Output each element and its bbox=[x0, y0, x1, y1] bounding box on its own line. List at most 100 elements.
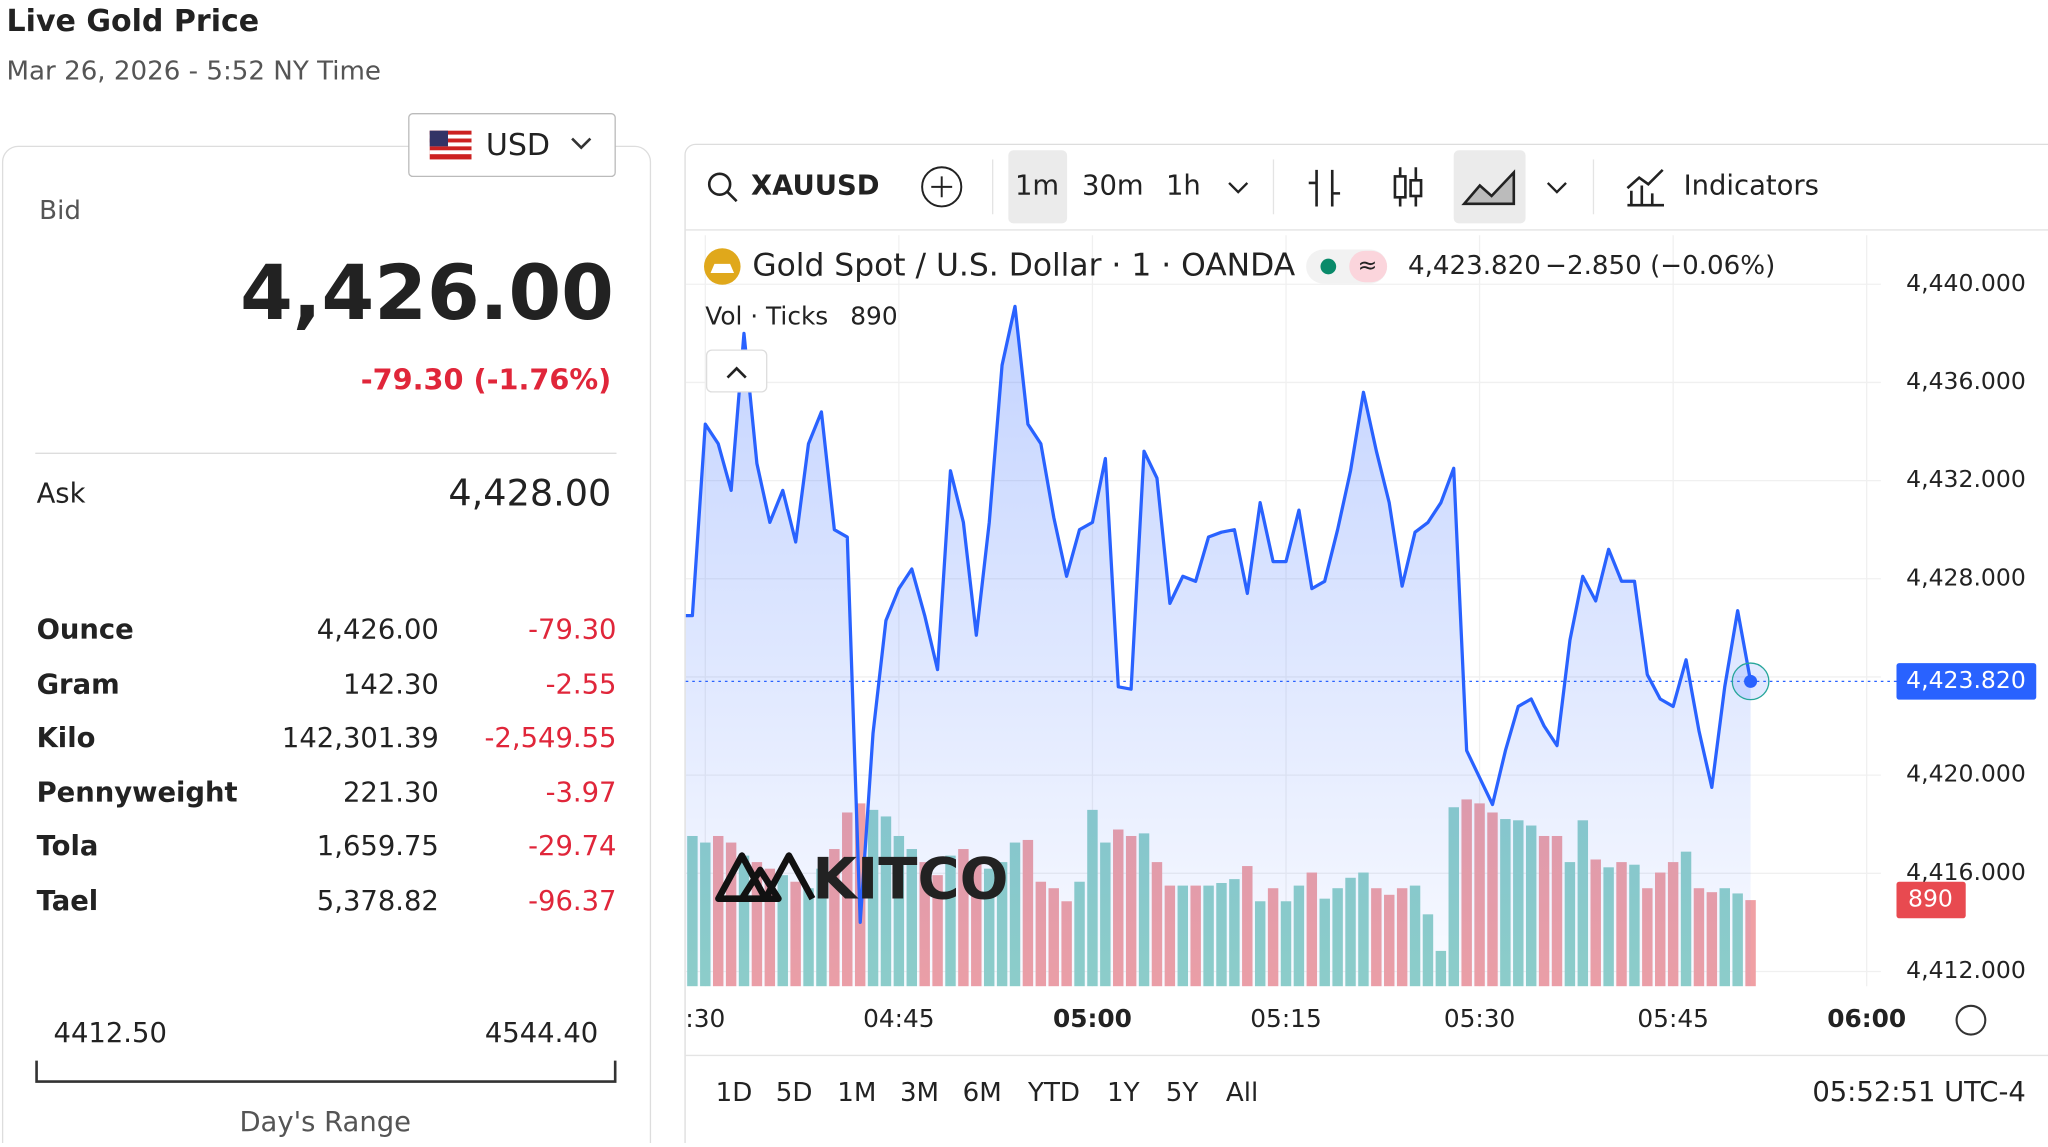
plus bbox=[931, 176, 953, 198]
clock: 05:52:51 UTC-4 bbox=[1812, 1077, 2025, 1108]
unit-price: 5,378.82 bbox=[317, 886, 439, 917]
range-low: 4412.50 bbox=[54, 1018, 167, 1049]
unit-name: Pennyweight bbox=[37, 778, 238, 809]
price-line bbox=[685, 304, 1753, 924]
flag-stripe bbox=[429, 142, 472, 147]
interval-menu[interactable] bbox=[1228, 182, 1249, 194]
y-tick-label: 4,440.000 bbox=[1906, 269, 2026, 297]
bid-price: 4,426.00 bbox=[240, 249, 614, 337]
area-icon[interactable] bbox=[1461, 169, 1516, 206]
settings[interactable] bbox=[1955, 1004, 1987, 1036]
volume-last: 890 bbox=[850, 301, 897, 330]
unit-price: 142.30 bbox=[343, 669, 439, 700]
range-button[interactable]: 1M bbox=[837, 1078, 876, 1108]
range-button[interactable]: 1D bbox=[716, 1078, 753, 1108]
unit-price: 142,301.39 bbox=[282, 723, 439, 754]
unit-change: -2.55 bbox=[546, 669, 617, 700]
volume-tag-label: 890 bbox=[1908, 884, 1953, 912]
intervals: 1m 30m 1h bbox=[1015, 170, 1201, 201]
style-menu[interactable] bbox=[1546, 182, 1567, 194]
x-tick-label: :30 bbox=[685, 1004, 725, 1033]
search-icon bbox=[726, 191, 738, 203]
candle-icon bbox=[1393, 175, 1407, 199]
range-button[interactable]: 5Y bbox=[1166, 1078, 1199, 1108]
unit-name: Tael bbox=[37, 886, 99, 917]
unit-table: Ounce 4,426.00 -79.30 Gram 142.30 -2.55 Kilo 14… bbox=[37, 614, 617, 917]
volume-tag bbox=[1896, 881, 1966, 919]
x-tick-label: 05:30 bbox=[1444, 1004, 1515, 1033]
price-area bbox=[685, 306, 1751, 987]
currency-box[interactable] bbox=[408, 113, 616, 178]
bid-change: -79.30 (-1.76%) bbox=[361, 362, 612, 396]
range-button[interactable]: YTD bbox=[1027, 1078, 1080, 1108]
logo-mark bbox=[715, 852, 816, 902]
unit-name: Gram bbox=[37, 669, 120, 700]
range-button[interactable]: 5D bbox=[776, 1078, 813, 1108]
ask-label: Ask bbox=[37, 479, 86, 510]
y-tick-label: 4,436.000 bbox=[1906, 367, 2026, 395]
x-tick-label: 05:15 bbox=[1250, 1004, 1321, 1033]
active-interval bbox=[1008, 150, 1068, 224]
range-button[interactable]: 1Y bbox=[1107, 1078, 1140, 1108]
collapse-button[interactable] bbox=[705, 349, 768, 393]
status-icon bbox=[1349, 250, 1388, 283]
indicators[interactable]: Indicators bbox=[1684, 170, 1819, 201]
interval[interactable]: 1h bbox=[1166, 170, 1201, 201]
legend-change: −2.850 (−0.06%) bbox=[1545, 251, 1775, 281]
chevron bbox=[571, 137, 592, 150]
add-symbol[interactable] bbox=[921, 166, 963, 208]
chart-frame bbox=[684, 143, 2048, 1147]
unit-change: -29.74 bbox=[528, 831, 616, 862]
interval[interactable]: 30m bbox=[1082, 170, 1144, 201]
search-icon[interactable] bbox=[707, 172, 732, 196]
candle-icon bbox=[1409, 179, 1423, 198]
range-button[interactable]: 6M bbox=[963, 1078, 1002, 1108]
last-price-tag bbox=[1896, 663, 2037, 700]
range-high: 4544.40 bbox=[485, 1018, 598, 1049]
currency[interactable]: USD bbox=[486, 128, 550, 163]
y-tick-label: 4,412.000 bbox=[1906, 956, 2026, 984]
y-tick-label: 4,428.000 bbox=[1906, 563, 2026, 591]
range-button[interactable]: All bbox=[1226, 1078, 1258, 1108]
last-point bbox=[1744, 674, 1758, 688]
series-name: Gold Spot / U.S. Dollar · 1 · OANDA bbox=[752, 248, 1295, 284]
flag-canton bbox=[429, 130, 448, 147]
unit-name: Kilo bbox=[37, 723, 96, 754]
flag-stripe bbox=[429, 150, 472, 155]
plot bbox=[685, 235, 1881, 987]
date: Mar 26, 2026 - 5:52 NY Time bbox=[7, 56, 381, 86]
y-tick-label: 4,420.000 bbox=[1906, 760, 2026, 788]
unit-price: 1,659.75 bbox=[317, 831, 439, 862]
flag-stripe bbox=[429, 134, 472, 139]
symbol[interactable]: XAUUSD bbox=[751, 170, 880, 201]
volume-name: Vol · Ticks bbox=[705, 301, 828, 330]
unit-price: 4,426.00 bbox=[317, 614, 439, 645]
x-tick-label: 05:00 bbox=[1053, 1004, 1132, 1033]
range-bar bbox=[35, 1060, 617, 1083]
last-price-label: 4,423.820 bbox=[1906, 666, 2026, 694]
bars-icon[interactable] bbox=[1308, 169, 1341, 207]
unit-change: -2,549.55 bbox=[485, 723, 617, 754]
y-tick-label: 4,432.000 bbox=[1906, 465, 2026, 493]
indicators-icon[interactable] bbox=[1626, 168, 1664, 207]
unit-change: -79.30 bbox=[528, 614, 616, 645]
collapse-chevron bbox=[726, 366, 747, 379]
x-tick-label: 06:00 bbox=[1827, 1004, 1906, 1033]
currency-select[interactable]: USD bbox=[408, 113, 616, 178]
status-icon: ≈ bbox=[1358, 251, 1378, 279]
footer: 1D 5D 1M 3M 6M YTD 1Y 5Y All bbox=[716, 1078, 1259, 1108]
symbol-icon bbox=[710, 263, 735, 274]
unit-change: -3.97 bbox=[546, 778, 617, 809]
ask-price: 4,428.00 bbox=[448, 472, 611, 515]
y-tick-label: 4,416.000 bbox=[1906, 858, 2026, 886]
range-button[interactable]: 3M bbox=[900, 1078, 939, 1108]
unit-name: Tola bbox=[37, 831, 99, 862]
range-label: Day's Range bbox=[239, 1107, 411, 1138]
unit-price: 221.30 bbox=[343, 778, 439, 809]
unit-name: Ounce bbox=[37, 614, 134, 645]
axes: 4,412.0004,416.0004,420.0004,424.0004,42… bbox=[685, 269, 2037, 1033]
interval[interactable]: 1m bbox=[1015, 170, 1059, 201]
logo: KITCO bbox=[812, 846, 1008, 913]
x-tick-label: 04:45 bbox=[863, 1004, 934, 1033]
unit-change: -96.37 bbox=[528, 886, 616, 917]
